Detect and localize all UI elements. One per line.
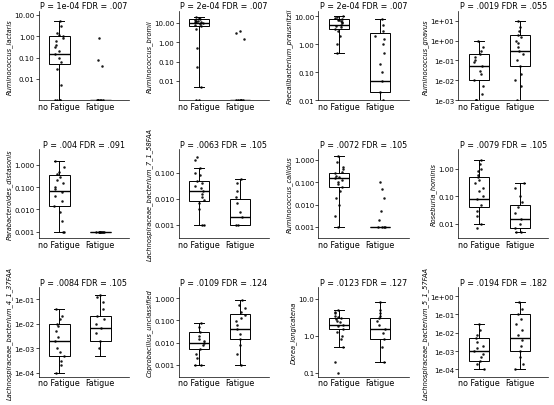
Y-axis label: Roseburia_hominis: Roseburia_hominis [430,163,437,226]
Y-axis label: Ruminococcus_bromii: Ruminococcus_bromii [146,20,153,93]
PathPatch shape [329,174,349,188]
Title: P = .0194 FDR = .182: P = .0194 FDR = .182 [460,278,547,287]
PathPatch shape [49,37,70,65]
PathPatch shape [189,332,209,350]
Y-axis label: Parabacteroides_distasonis: Parabacteroides_distasonis [6,149,13,240]
Y-axis label: Lachnospiraceae_bacterium_4_1_37FAA: Lachnospiraceae_bacterium_4_1_37FAA [6,266,13,399]
Title: P = .0123 FDR = .127: P = .0123 FDR = .127 [320,278,407,287]
Y-axis label: Faecalibacterium_prausnitzii: Faecalibacterium_prausnitzii [286,9,293,104]
Title: P = .0019 FDR = .055: P = .0019 FDR = .055 [460,2,547,11]
PathPatch shape [510,315,530,351]
PathPatch shape [469,177,489,208]
PathPatch shape [230,199,250,225]
PathPatch shape [329,318,349,329]
Y-axis label: Ruminococcus_gnavus: Ruminococcus_gnavus [422,19,429,94]
PathPatch shape [370,34,390,93]
Title: P = .0084 FDR = .105: P = .0084 FDR = .105 [40,278,127,287]
PathPatch shape [189,181,209,202]
PathPatch shape [49,176,70,206]
PathPatch shape [329,20,349,30]
Title: P = 2e-04 FDR = .007: P = 2e-04 FDR = .007 [320,2,407,11]
PathPatch shape [230,314,250,339]
PathPatch shape [90,317,111,341]
PathPatch shape [189,20,209,27]
PathPatch shape [469,55,489,81]
Y-axis label: Ruminococcus_lactaris: Ruminococcus_lactaris [6,19,13,94]
Y-axis label: Lachnospiraceae_bacterium_7_1_58FAA: Lachnospiraceae_bacterium_7_1_58FAA [146,128,153,261]
PathPatch shape [469,339,489,361]
Y-axis label: Dorea_longicatena: Dorea_longicatena [290,301,297,363]
Title: P = .0072 FDR = .105: P = .0072 FDR = .105 [320,140,407,149]
Title: P = .0109 FDR = .124: P = .0109 FDR = .124 [180,278,267,287]
PathPatch shape [370,318,390,339]
Y-axis label: Coprobacillus_unclassified: Coprobacillus_unclassified [146,288,153,376]
PathPatch shape [510,36,530,67]
Title: P = 1e-04 FDR = .007: P = 1e-04 FDR = .007 [40,2,127,11]
Title: P = .0079 FDR = .105: P = .0079 FDR = .105 [460,140,547,149]
Title: P = .0063 FDR = .105: P = .0063 FDR = .105 [180,140,267,149]
PathPatch shape [49,324,70,356]
PathPatch shape [510,205,530,229]
Title: P = .004 FDR = .091: P = .004 FDR = .091 [43,140,125,149]
Title: P = 2e-04 FDR = .007: P = 2e-04 FDR = .007 [180,2,268,11]
Y-axis label: Ruminococcus_callidus: Ruminococcus_callidus [286,156,293,233]
Y-axis label: Lachnospiraceae_bacterium_5_1_57FAA: Lachnospiraceae_bacterium_5_1_57FAA [422,266,429,399]
